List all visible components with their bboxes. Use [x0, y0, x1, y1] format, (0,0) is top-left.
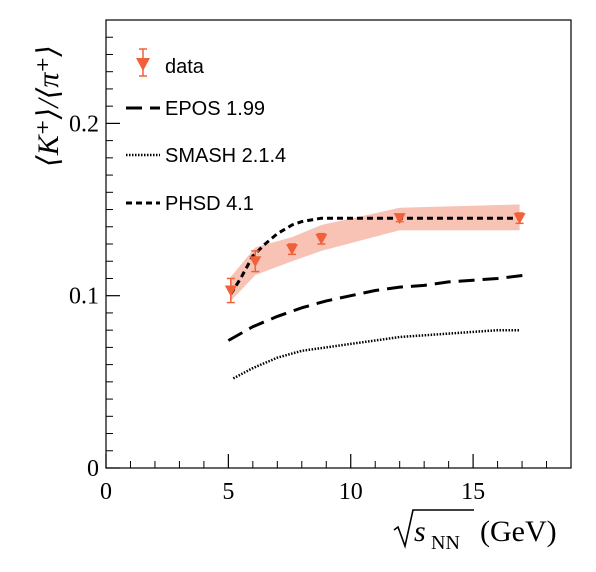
legend-label: SMASH 2.1.4	[165, 145, 286, 167]
model-lines-layer	[227, 216, 528, 380]
series-line-smash	[232, 328, 520, 380]
data-point	[315, 233, 328, 245]
systematic-band-layer	[230, 204, 520, 301]
legend: data EPOS 1.99 SMASH 2.1.4 PHSD 4.1	[126, 48, 286, 215]
x-axis-title-subscript: NN	[431, 532, 460, 554]
x-tick-label: 0	[100, 479, 112, 505]
x-axis-sqrt-sign	[393, 509, 474, 549]
legend-swatch-marker	[136, 58, 150, 71]
data-points-layer	[224, 212, 526, 304]
x-tick-label: 10	[339, 479, 363, 505]
x-tick-label: 15	[461, 479, 485, 505]
data-point	[393, 213, 406, 225]
x-axis-title-group: s NN (GeV)	[393, 509, 557, 554]
y-axis-title: ⟨K⁺⟩/⟨π⁺⟩	[32, 45, 65, 167]
data-point	[286, 244, 298, 256]
y-axis-title-group: ⟨K⁺⟩/⟨π⁺⟩	[32, 45, 65, 167]
data-point	[249, 256, 262, 268]
data-systematic-band	[230, 204, 520, 301]
legend-label: data	[165, 56, 205, 78]
legend-label: EPOS 1.99	[165, 98, 265, 120]
y-tick-label: 0	[87, 456, 99, 482]
series-line-phsd	[229, 216, 520, 295]
y-tick-label: 0.1	[69, 284, 99, 310]
axis-ticks-layer: 0 5 10 15 0 0.1 0.2	[69, 36, 548, 505]
x-axis-title-var: s	[414, 515, 426, 548]
legend-label: PHSD 4.1	[165, 193, 254, 215]
x-tick-label: 5	[222, 479, 234, 505]
x-axis-title-unit: (GeV)	[480, 515, 557, 548]
y-tick-label: 0.2	[69, 111, 99, 137]
series-line-epos	[227, 273, 528, 342]
data-point	[224, 285, 237, 297]
data-point	[513, 213, 526, 225]
